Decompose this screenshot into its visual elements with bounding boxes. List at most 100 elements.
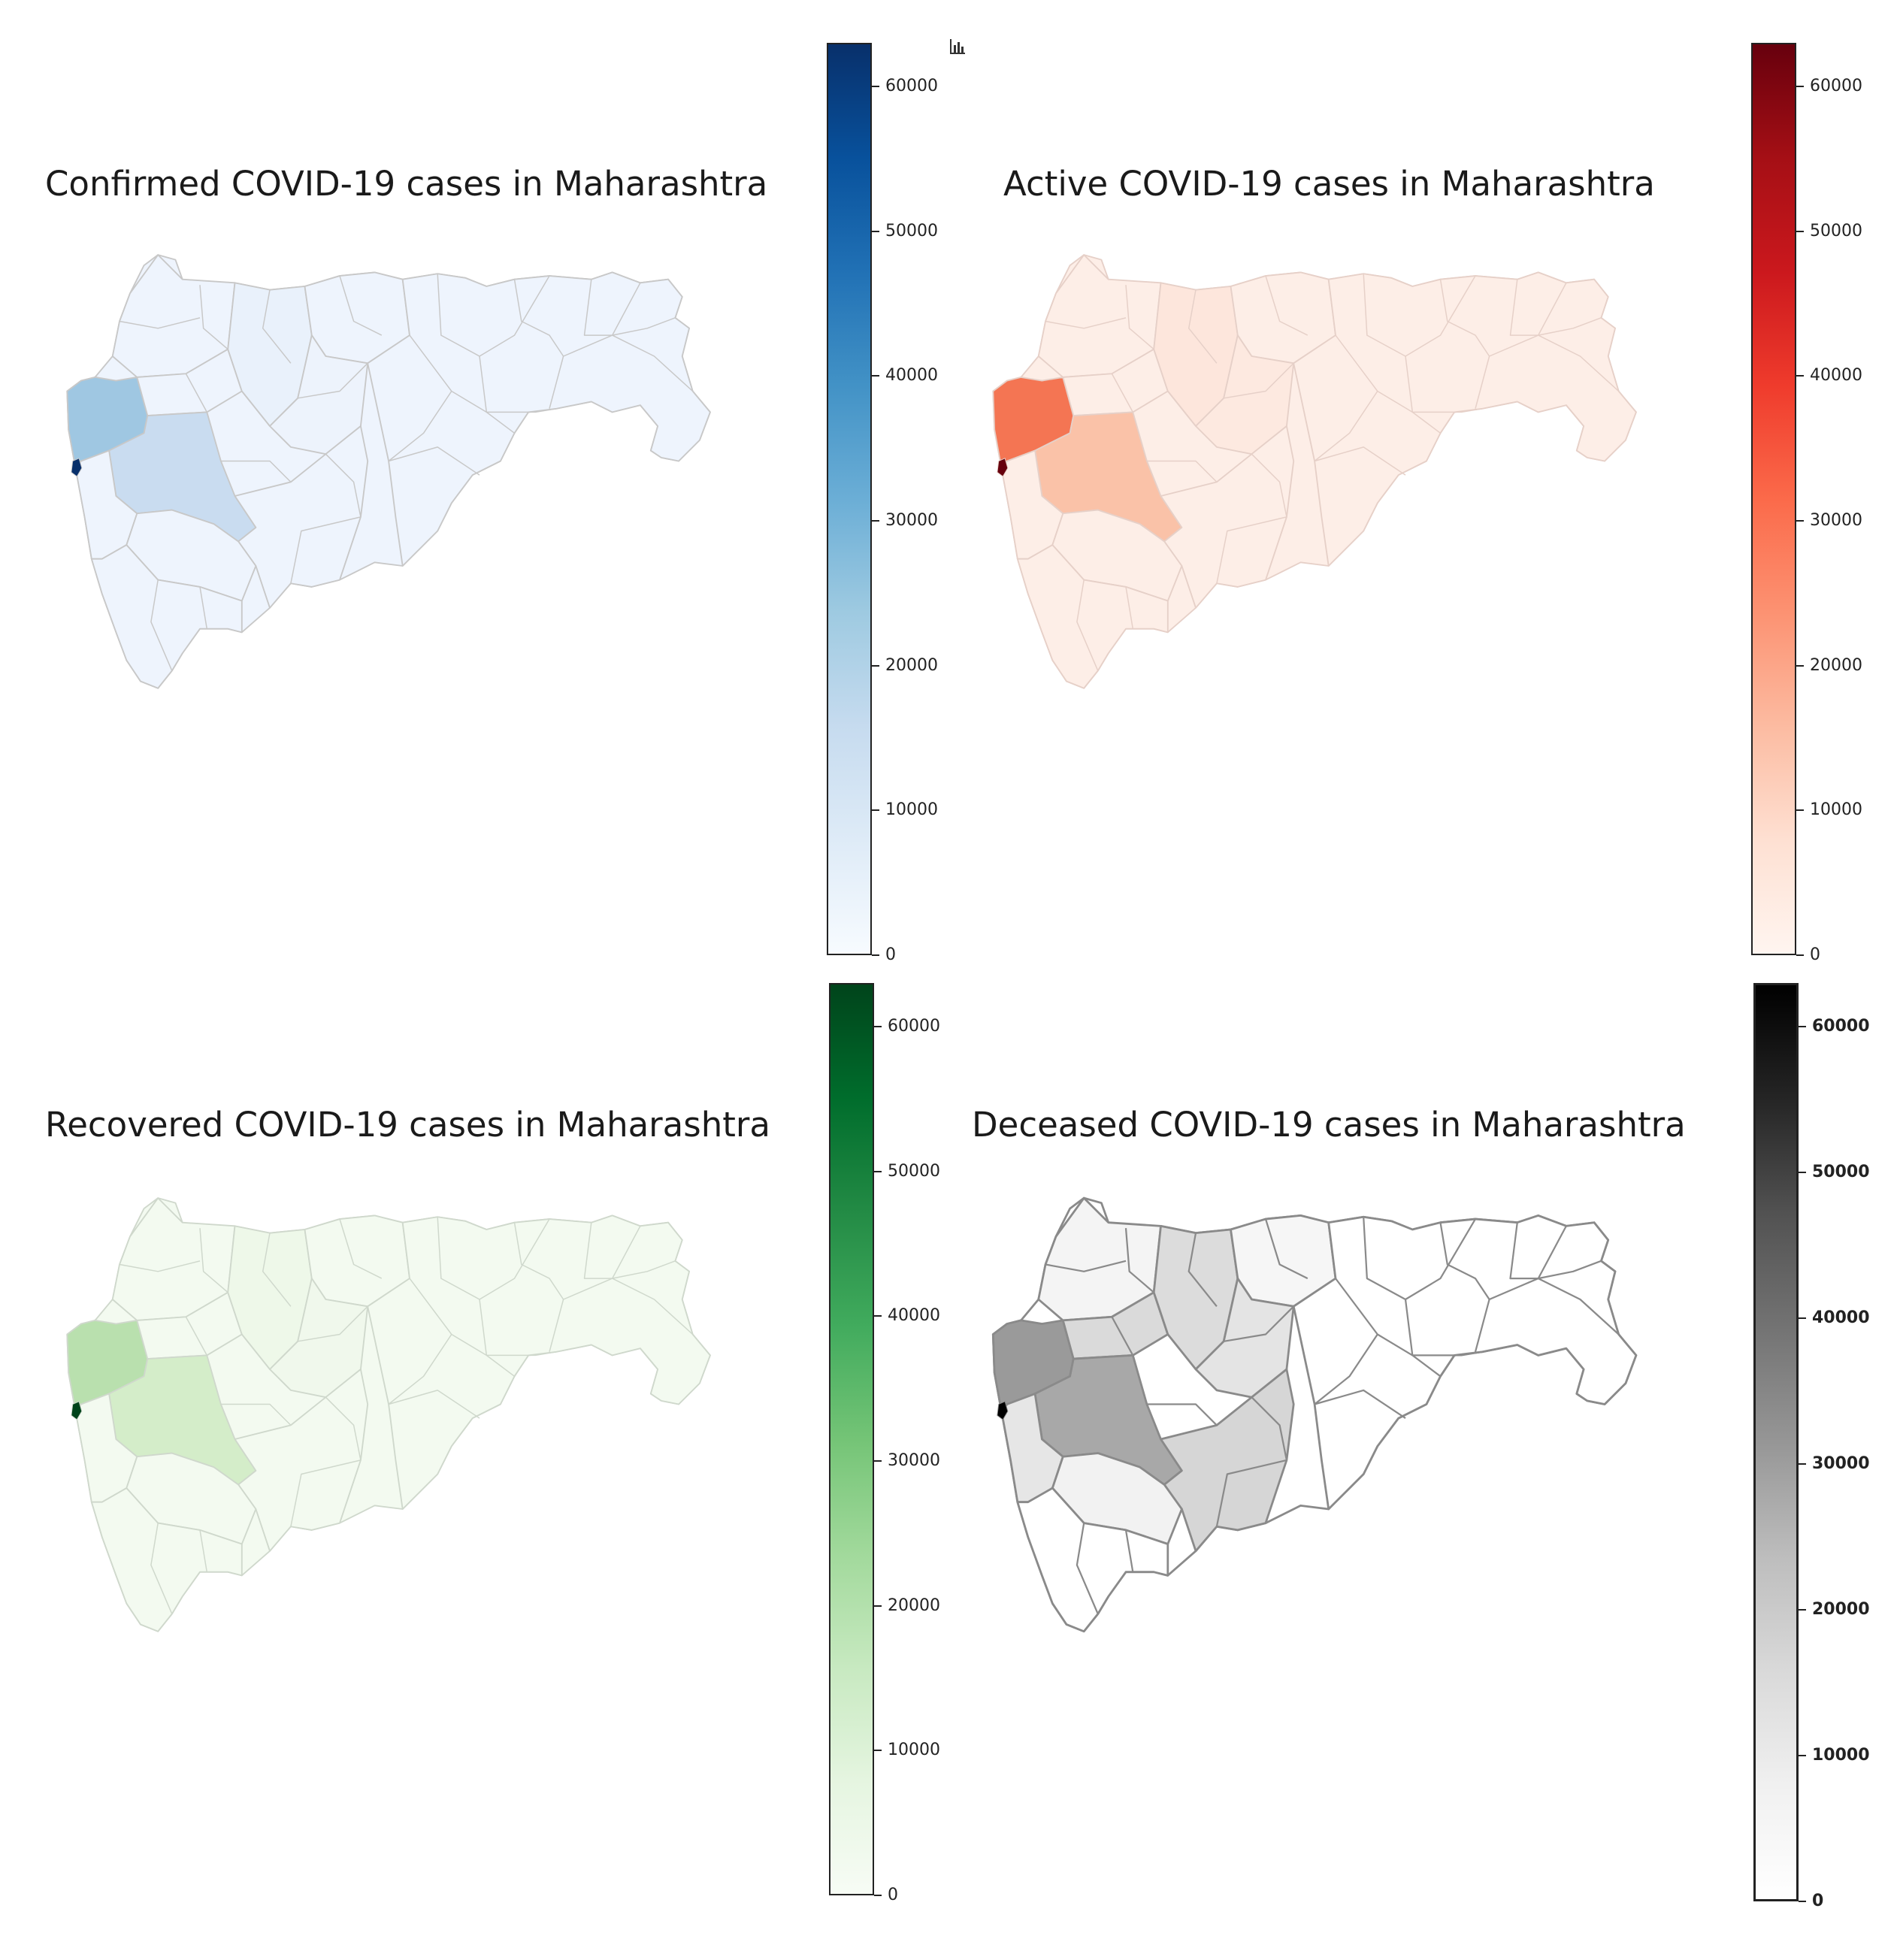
deceased-map[interactable] — [986, 1169, 1685, 1710]
tick-mark — [1796, 85, 1804, 87]
district-border — [1412, 408, 1483, 413]
district-border — [1076, 1523, 1099, 1614]
tick-mark — [1799, 1172, 1806, 1174]
district-mumbai[interactable] — [997, 1401, 1009, 1420]
recovered-colorbar-ticks: 0 10000 20000 30000 40000 50000 60000 — [874, 983, 964, 1904]
district-border — [220, 1403, 292, 1426]
colorbar-tick-label: 10000 — [1810, 800, 1862, 820]
tick-mark — [874, 1170, 882, 1172]
district-border — [1335, 334, 1413, 413]
district-kolhapur[interactable] — [1016, 544, 1169, 689]
district-east-far[interactable] — [367, 271, 711, 567]
tick-mark — [874, 1025, 882, 1027]
district-border — [583, 279, 613, 336]
tick-mark — [872, 519, 879, 522]
active-map[interactable] — [986, 225, 1685, 767]
district-border — [325, 1396, 362, 1461]
district-border — [339, 1218, 383, 1279]
district-south[interactable] — [1160, 425, 1295, 609]
district-kolhapur[interactable] — [1016, 1487, 1169, 1633]
district-east-far[interactable] — [1293, 271, 1637, 567]
district-border — [486, 408, 557, 413]
district-border — [1474, 1225, 1567, 1353]
tick-mark — [1799, 1317, 1806, 1320]
district-border — [1111, 373, 1133, 413]
colorbar-tick-label: 20000 — [1810, 655, 1862, 675]
district-south[interactable] — [234, 425, 369, 609]
district-border — [1265, 275, 1309, 336]
recovered-colorbar — [829, 983, 874, 1895]
bar-chart-icon[interactable] — [948, 38, 967, 56]
district-border — [1439, 1222, 1490, 1300]
district-border — [199, 586, 208, 629]
active-map-title: Active COVID-19 cases in Maharashtra — [1003, 164, 1655, 204]
district-border — [612, 1260, 676, 1279]
deceased-map-title: Deceased COVID-19 cases in Maharashtra — [972, 1105, 1686, 1145]
district-border — [388, 391, 452, 462]
district-border — [339, 275, 383, 336]
district-border — [1146, 1403, 1218, 1426]
district-mumbai[interactable] — [997, 458, 1009, 477]
district-border — [549, 282, 641, 409]
district-border — [1314, 391, 1378, 462]
district-mumbai[interactable] — [71, 1401, 83, 1420]
colorbar-tick-label: 60000 — [1812, 1017, 1870, 1036]
district-border — [298, 362, 368, 399]
colorbar-tick-label: 40000 — [888, 1306, 940, 1326]
district-border — [1335, 1278, 1413, 1357]
colorbar-tick-label: 0 — [885, 945, 896, 964]
colorbar-tick-label: 0 — [1810, 945, 1820, 964]
district-south[interactable] — [1160, 1368, 1295, 1553]
district-border — [1412, 1351, 1483, 1357]
colorbar-tick-label: 40000 — [885, 366, 938, 386]
district-border — [1509, 279, 1538, 336]
district-border — [298, 1305, 368, 1342]
district-border — [1124, 1228, 1154, 1293]
deceased-colorbar — [1753, 983, 1799, 1901]
district-border — [119, 1260, 201, 1272]
district-border — [1215, 1459, 1287, 1527]
district-border — [1264, 1218, 1309, 1280]
confirmed-map[interactable] — [60, 225, 759, 767]
active-colorbar — [1751, 43, 1796, 955]
tick-mark — [874, 1750, 882, 1752]
tick-mark — [874, 1315, 882, 1317]
district-border — [1538, 334, 1620, 392]
colorbar-tick-label: 50000 — [1810, 221, 1862, 240]
district-border — [1045, 317, 1127, 329]
district-border — [1125, 586, 1134, 629]
district-border — [612, 334, 694, 392]
colorbar-tick-label: 30000 — [1812, 1454, 1870, 1474]
district-border — [1475, 282, 1567, 409]
district-kolhapur[interactable] — [90, 1487, 243, 1632]
colorbar-tick-label: 0 — [1812, 1892, 1824, 1910]
colorbar-tick-label: 20000 — [888, 1596, 940, 1615]
district-border — [1188, 1233, 1218, 1307]
colorbar-tick-label: 20000 — [1812, 1600, 1870, 1620]
district-border — [241, 391, 271, 427]
district-border — [290, 1459, 362, 1527]
district-border — [199, 1228, 228, 1293]
district-border — [1251, 1396, 1287, 1461]
recovered-map[interactable] — [60, 1169, 759, 1710]
tick-mark — [1799, 1463, 1806, 1465]
tick-mark — [872, 809, 879, 812]
colorbar-tick-label: 50000 — [888, 1161, 940, 1181]
district-border — [1224, 362, 1294, 399]
district-border — [1111, 1316, 1134, 1356]
district-border — [1538, 1260, 1602, 1280]
district-mumbai[interactable] — [71, 458, 83, 477]
district-south[interactable] — [234, 1369, 369, 1552]
colorbar-tick-label: 10000 — [1812, 1746, 1870, 1765]
district-border — [549, 1225, 641, 1352]
district-kolhapur[interactable] — [90, 544, 243, 689]
district-border — [1439, 279, 1490, 357]
district-border — [1216, 516, 1287, 584]
tick-mark — [1799, 1901, 1806, 1902]
district-east-far[interactable] — [1292, 1214, 1638, 1511]
district-border — [1314, 446, 1406, 476]
district-border — [199, 1529, 208, 1572]
district-east-far[interactable] — [367, 1214, 711, 1510]
district-border — [388, 446, 480, 476]
colorbar-tick-label: 60000 — [885, 76, 938, 95]
